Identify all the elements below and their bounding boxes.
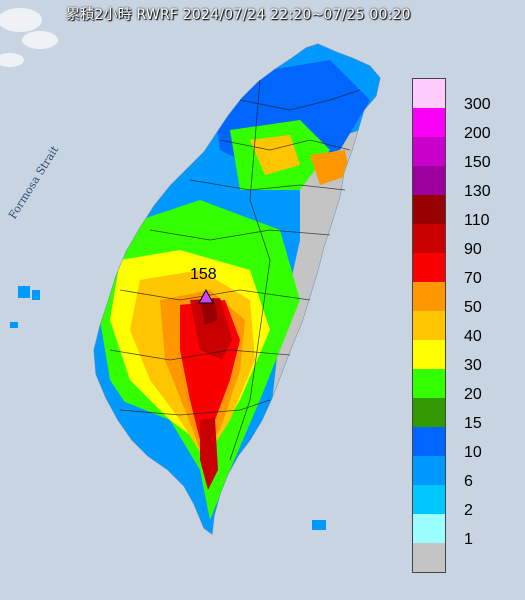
legend-swatch: [413, 485, 445, 514]
legend-label: 150: [464, 154, 491, 171]
legend-label: 130: [464, 183, 491, 200]
legend-swatch: [413, 543, 445, 572]
max-rainfall-marker: [198, 288, 214, 304]
county-boundaries: [109, 79, 361, 461]
legend-label: 1: [464, 531, 473, 548]
legend-label: 30: [464, 357, 482, 374]
offshore-islands: [10, 286, 326, 530]
legend-label: 300: [464, 96, 491, 113]
legend-swatch: [413, 253, 445, 282]
legend-swatch: [413, 224, 445, 253]
legend-label: 10: [464, 444, 482, 461]
legend-swatch: [413, 456, 445, 485]
legend-swatches: [412, 78, 446, 573]
legend-label: 20: [464, 386, 482, 403]
legend-label: 70: [464, 270, 482, 287]
legend-swatch: [413, 79, 445, 108]
legend-label: 110: [464, 212, 490, 229]
legend-swatch: [413, 427, 445, 456]
legend-swatch: [413, 195, 445, 224]
max-rainfall-value: 158: [190, 266, 217, 283]
legend-label: 50: [464, 299, 482, 316]
legend-swatch: [413, 166, 445, 195]
legend-swatch: [413, 340, 445, 369]
legend-label: 2: [464, 502, 473, 519]
legend-swatch: [413, 369, 445, 398]
legend-label: 90: [464, 241, 482, 258]
legend-swatch: [413, 311, 445, 340]
legend-swatch: [413, 137, 445, 166]
legend-label: 200: [464, 125, 491, 142]
legend-swatch: [413, 282, 445, 311]
legend-swatch: [413, 514, 445, 543]
legend-swatch: [413, 398, 445, 427]
map-title: 累積2小時 RWRF 2024/07/24 22:20~07/25 00:20: [66, 7, 411, 23]
legend-swatch: [413, 108, 445, 137]
legend-label: 6: [464, 473, 473, 490]
legend-label: 40: [464, 328, 482, 345]
cloud-patches: [0, 8, 58, 67]
legend-label: 15: [464, 415, 482, 432]
